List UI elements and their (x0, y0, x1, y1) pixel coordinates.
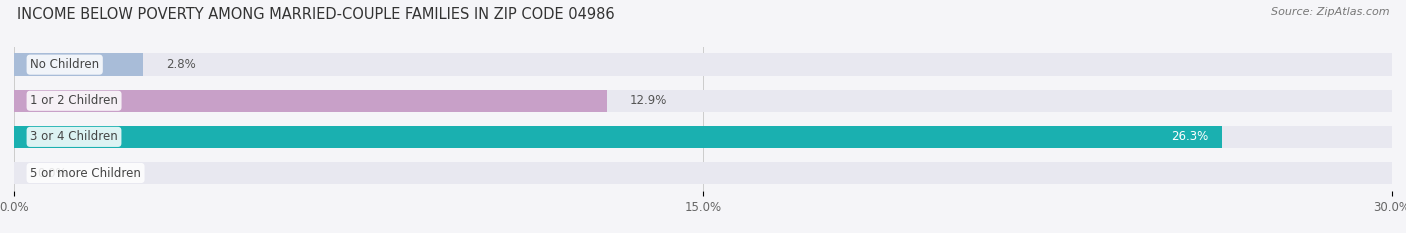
Bar (14, 126, 1222, 148)
Text: 5 or more Children: 5 or more Children (30, 167, 141, 179)
Bar (14, 53, 1392, 76)
Bar (14, 162, 1392, 184)
Text: 0.0%: 0.0% (37, 167, 66, 179)
Text: 12.9%: 12.9% (630, 94, 666, 107)
Text: INCOME BELOW POVERTY AMONG MARRIED-COUPLE FAMILIES IN ZIP CODE 04986: INCOME BELOW POVERTY AMONG MARRIED-COUPL… (17, 7, 614, 22)
Text: 26.3%: 26.3% (1171, 130, 1208, 143)
Text: Source: ZipAtlas.com: Source: ZipAtlas.com (1271, 7, 1389, 17)
Text: 2.8%: 2.8% (166, 58, 195, 71)
Bar (14, 89, 606, 112)
Bar (14, 53, 142, 76)
Text: 3 or 4 Children: 3 or 4 Children (30, 130, 118, 143)
Text: 1 or 2 Children: 1 or 2 Children (30, 94, 118, 107)
Text: No Children: No Children (30, 58, 100, 71)
Bar (14, 89, 1392, 112)
Bar (14, 126, 1392, 148)
